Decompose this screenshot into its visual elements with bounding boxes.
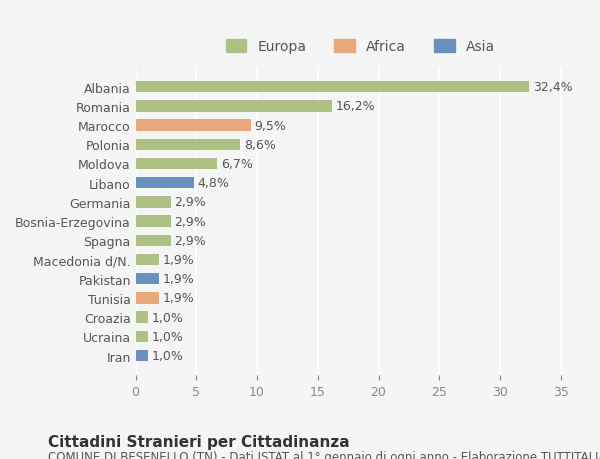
Bar xyxy=(136,292,158,304)
Bar xyxy=(136,312,148,323)
Text: 16,2%: 16,2% xyxy=(336,100,376,113)
Bar xyxy=(136,139,240,151)
Bar xyxy=(136,216,171,227)
Bar xyxy=(136,178,194,189)
Bar xyxy=(136,235,171,246)
Text: 1,0%: 1,0% xyxy=(151,349,183,362)
Text: Cittadini Stranieri per Cittadinanza: Cittadini Stranieri per Cittadinanza xyxy=(48,434,350,449)
Text: 9,5%: 9,5% xyxy=(254,119,287,132)
Bar xyxy=(136,274,158,285)
Text: COMUNE DI BESENELLO (TN) - Dati ISTAT al 1° gennaio di ogni anno - Elaborazione : COMUNE DI BESENELLO (TN) - Dati ISTAT al… xyxy=(48,450,600,459)
Text: 1,9%: 1,9% xyxy=(163,292,194,305)
Bar xyxy=(136,331,148,342)
Text: 1,9%: 1,9% xyxy=(163,273,194,285)
Text: 2,9%: 2,9% xyxy=(175,215,206,228)
Text: 2,9%: 2,9% xyxy=(175,234,206,247)
Text: 1,9%: 1,9% xyxy=(163,253,194,266)
Bar xyxy=(136,120,251,132)
Bar xyxy=(136,350,148,362)
Text: 6,7%: 6,7% xyxy=(221,157,253,171)
Bar xyxy=(136,82,529,93)
Text: 4,8%: 4,8% xyxy=(197,177,229,190)
Text: 2,9%: 2,9% xyxy=(175,196,206,209)
Text: 32,4%: 32,4% xyxy=(533,81,572,94)
Bar xyxy=(136,101,332,112)
Legend: Europa, Africa, Asia: Europa, Africa, Asia xyxy=(220,35,500,60)
Bar xyxy=(136,158,217,170)
Bar xyxy=(136,254,158,266)
Bar xyxy=(136,197,171,208)
Text: 1,0%: 1,0% xyxy=(151,311,183,324)
Text: 1,0%: 1,0% xyxy=(151,330,183,343)
Text: 8,6%: 8,6% xyxy=(244,139,275,151)
